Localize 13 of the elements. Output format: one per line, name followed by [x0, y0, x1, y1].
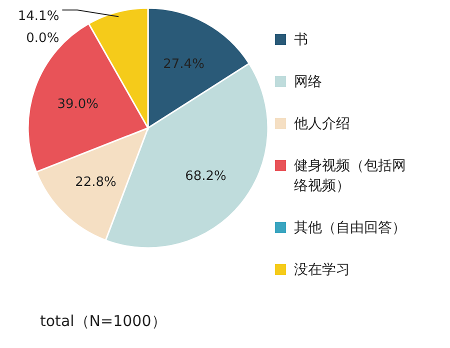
legend-label: 其他（自由回答） [294, 219, 407, 238]
legend-label: 健身视频（包括网络视频） [294, 157, 407, 196]
data-label: 68.2% [185, 168, 226, 184]
text: 0.0% [26, 31, 60, 46]
data-label: 22.8% [75, 174, 116, 190]
data-label: 39.0% [57, 97, 99, 112]
legend-label: 没在学习 [294, 261, 351, 280]
data-label: 14.1% [18, 9, 60, 24]
legend-label: 网络 [294, 73, 323, 92]
legend-label: 书 [294, 31, 309, 50]
data-label: 27.4% [163, 56, 204, 72]
text: total（N=1000） [40, 312, 166, 331]
legend-label: 他人介绍 [294, 115, 351, 134]
